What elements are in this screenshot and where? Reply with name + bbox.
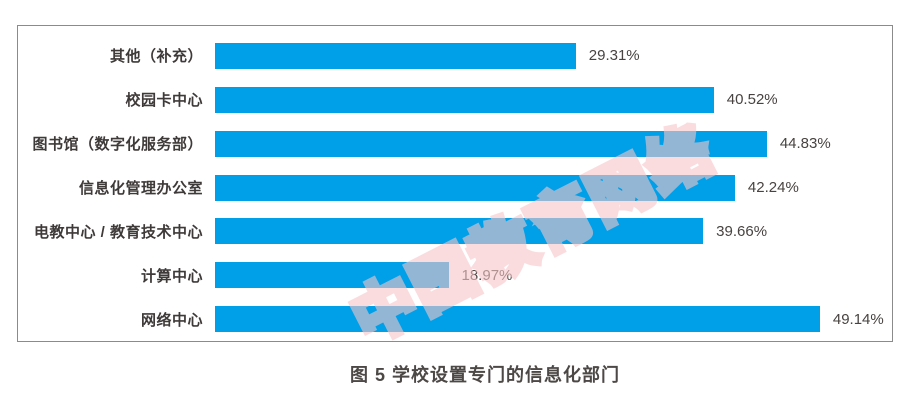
bar-row: 图书馆（数字化服务部） 44.83% xyxy=(18,122,892,166)
bar-track: 40.52% xyxy=(215,86,892,113)
bar-row: 其他（补充） 29.31% xyxy=(18,34,892,78)
value-label: 18.97% xyxy=(461,266,513,284)
chart-frame: 其他（补充） 29.31% 校园卡中心 40.52% 图书馆（数字化服务部） 4… xyxy=(17,25,893,360)
bar xyxy=(215,130,767,157)
value-label: 49.14% xyxy=(832,310,884,328)
bar-row: 信息化管理办公室 42.24% xyxy=(18,166,892,210)
bar xyxy=(215,306,820,333)
bar-track: 39.66% xyxy=(215,218,892,245)
bar-chart: 其他（补充） 29.31% 校园卡中心 40.52% 图书馆（数字化服务部） 4… xyxy=(18,26,892,341)
category-label: 校园卡中心 xyxy=(125,92,203,110)
category-label: 计算中心 xyxy=(140,267,203,285)
bar xyxy=(215,86,714,113)
bar-track: 49.14% xyxy=(215,306,892,333)
bar xyxy=(215,42,576,69)
bar-track: 44.83% xyxy=(215,130,892,157)
category-label: 图书馆（数字化服务部） xyxy=(32,136,203,154)
bar xyxy=(215,218,704,245)
category-label: 网络中心 xyxy=(140,311,203,329)
category-label: 其他（补充） xyxy=(109,48,203,66)
bar xyxy=(215,174,735,201)
bar-row: 校园卡中心 40.52% xyxy=(18,78,892,122)
value-label: 29.31% xyxy=(588,47,640,65)
value-label: 44.83% xyxy=(779,135,831,153)
bar-row: 计算中心 18.97% xyxy=(18,253,892,297)
category-label: 电教中心 / 教育技术中心 xyxy=(33,223,203,241)
bar-track: 29.31% xyxy=(215,42,892,69)
bar-track: 18.97% xyxy=(215,262,892,289)
bar-track: 42.24% xyxy=(215,174,892,201)
bar-row: 电教中心 / 教育技术中心 39.66% xyxy=(18,209,892,253)
figure-caption: 图 5 学校设置专门的信息化部门 xyxy=(349,365,620,385)
value-label: 40.52% xyxy=(726,91,778,109)
bar xyxy=(215,262,449,289)
value-label: 39.66% xyxy=(716,222,768,240)
bar-row: 网络中心 49.14% xyxy=(18,297,892,341)
value-label: 42.24% xyxy=(747,179,799,196)
category-label: 信息化管理办公室 xyxy=(78,180,203,197)
